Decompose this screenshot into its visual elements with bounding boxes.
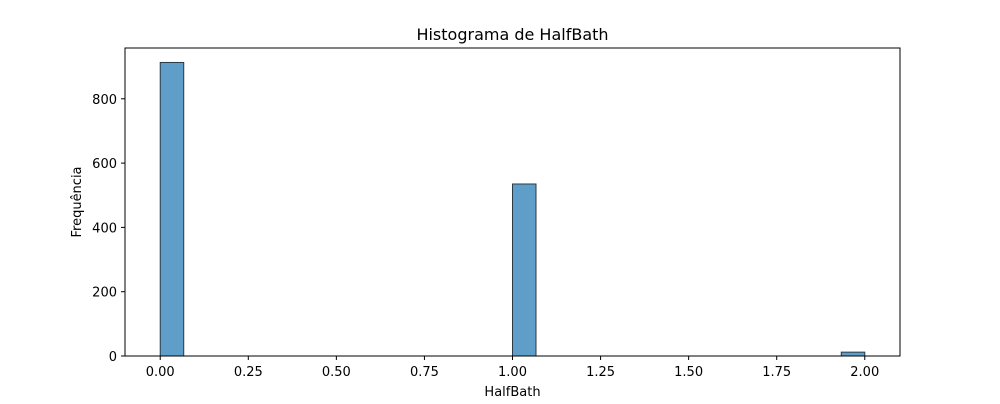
x-tick-label: 0.00 xyxy=(146,365,175,380)
bars-layer xyxy=(159,61,866,357)
histogram-bar xyxy=(159,61,185,357)
plot-frame xyxy=(124,47,901,357)
x-tick-label: 0.25 xyxy=(234,365,263,380)
x-tick-label: 0.50 xyxy=(322,365,351,380)
histogram-bar xyxy=(512,183,537,357)
y-tick-label: 600 xyxy=(92,157,117,172)
x-tick-label: 1.25 xyxy=(586,365,615,380)
x-tick-label: 1.00 xyxy=(498,365,527,380)
y-tick-label: 400 xyxy=(92,221,117,236)
chart-title: Histograma de HalfBath xyxy=(416,25,608,44)
y-tick-label: 800 xyxy=(92,93,117,108)
y-tick-label: 200 xyxy=(92,286,117,301)
y-axis-ticks: 0 200 400 600 800 xyxy=(92,93,125,365)
x-axis-label: HalfBath xyxy=(484,385,540,400)
histogram-bar xyxy=(840,351,866,357)
x-tick-label: 1.75 xyxy=(762,365,791,380)
x-axis-ticks: 0.00 0.25 0.50 0.75 1.00 1.25 1.50 1.75 2.00 xyxy=(146,356,879,380)
y-tick-label: 0 xyxy=(109,350,117,365)
x-tick-label: 2.00 xyxy=(850,365,879,380)
x-tick-label: 0.75 xyxy=(410,365,439,380)
y-axis-label: Frequência xyxy=(70,166,85,237)
x-tick-label: 1.50 xyxy=(674,365,703,380)
